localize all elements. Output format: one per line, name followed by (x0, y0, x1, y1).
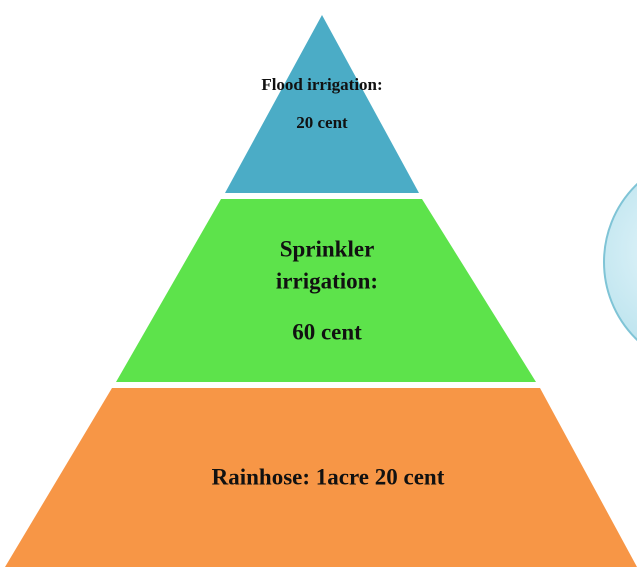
layer-text: irrigation: (276, 268, 378, 293)
side-circle (603, 182, 637, 342)
pyramid-top (225, 15, 419, 193)
layer-text: Sprinkler (280, 236, 375, 261)
layer-text: Rainhose: 1acre 20 cent (212, 464, 445, 489)
layer-text: 20 cent (296, 113, 348, 132)
pyramid-bottom (5, 388, 637, 567)
layer-text: Flood irrigation: (261, 75, 382, 94)
pyramid-middle (116, 199, 536, 382)
layer-text: 60 cent (292, 319, 362, 344)
